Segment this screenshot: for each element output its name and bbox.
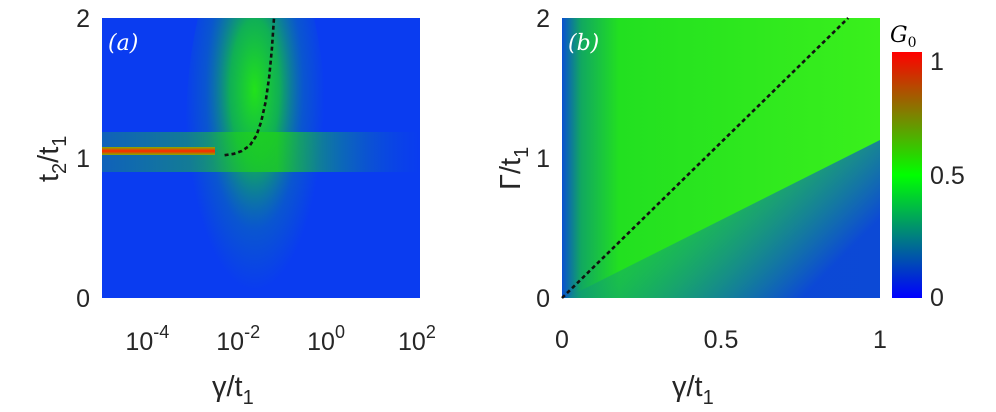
panel-a-x-tick-label: 10-4 xyxy=(125,322,169,356)
panel-a-y-axis-label: t2/t1 xyxy=(33,136,71,182)
panel-b-y-tick-label: 0 xyxy=(536,285,550,313)
panel-a-x-axis-label: γ/t1 xyxy=(212,371,254,409)
panel-a-x-tick-label: 10-2 xyxy=(216,322,260,356)
colorbar: G0 00.51 xyxy=(890,23,965,312)
panel-a-x-tick-label: 102 xyxy=(398,322,436,356)
panel-a-y-tick-label: 2 xyxy=(76,5,90,33)
panel-a-y-tick-label: 0 xyxy=(76,285,90,313)
colorbar-ticks: 00.51 xyxy=(930,48,965,312)
colorbar-gradient xyxy=(892,52,922,298)
panel-b-x-tick-label: 0 xyxy=(555,326,569,354)
panel-b: 0 0.5 1 012 (b) γ/t1 Γ/t1 xyxy=(495,5,887,409)
panel-b-y-tick-label: 1 xyxy=(536,145,550,173)
panel-b-label: (b) xyxy=(568,31,599,56)
panel-a-x-ticks: 10-4 10-2 100 102 xyxy=(125,322,435,356)
panel-a-y-tick-label: 1 xyxy=(76,145,90,173)
panel-a-dashed-curve xyxy=(224,17,276,157)
panel-a-x-tick-label: 100 xyxy=(307,322,345,356)
panel-b-y-axis-label: Γ/t1 xyxy=(495,147,533,190)
panel-a-heatmap xyxy=(102,18,420,298)
colorbar-title: G0 xyxy=(890,23,917,51)
panel-b-dashed-line xyxy=(561,17,850,299)
panel-b-x-axis-label: γ/t1 xyxy=(672,371,714,409)
panel-a: 10-4 10-2 100 102 0 1 2 (a) γ/t1 t2/t1 xyxy=(33,5,436,409)
panel-b-y-tick-label: 2 xyxy=(536,5,550,33)
panel-a-y-ticks: 0 1 2 xyxy=(76,5,90,313)
colorbar-tick-label: 1 xyxy=(930,48,944,76)
panel-b-x-tick-label: 1 xyxy=(873,326,887,354)
colorbar-tick-label: 0.5 xyxy=(930,162,965,190)
panel-a-label: (a) xyxy=(108,31,138,56)
panel-b-y-ticks: 0 1 2 xyxy=(536,5,550,313)
panel-b-x-tick-label: 0.5 xyxy=(704,326,739,354)
panel-b-heatmap xyxy=(562,18,880,298)
colorbar-tick-label: 0 xyxy=(930,284,944,312)
panel-b-x-ticks: 0 0.5 1 xyxy=(555,326,887,354)
